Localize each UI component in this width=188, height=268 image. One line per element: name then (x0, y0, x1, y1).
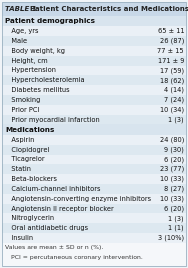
Bar (2, 46, 186, 56)
Text: 77 ± 15: 77 ± 15 (157, 48, 184, 54)
Bar (2, 56, 186, 66)
Text: Body weight, kg: Body weight, kg (5, 48, 65, 54)
Text: 171 ± 9: 171 ± 9 (158, 58, 184, 64)
Bar (2, 145, 186, 155)
Text: Insulin: Insulin (5, 235, 33, 241)
Text: Angiotensin II receptor blocker: Angiotensin II receptor blocker (5, 206, 114, 211)
Text: Prior PCI: Prior PCI (5, 107, 39, 113)
Text: Angiotensin-converting enzyme inhibitors: Angiotensin-converting enzyme inhibitors (5, 196, 151, 202)
Text: Age, yrs: Age, yrs (5, 28, 39, 34)
Bar (2, 204, 186, 213)
Bar (2, 243, 186, 266)
Text: 9 (30): 9 (30) (164, 146, 184, 153)
Text: Calcium-channel inhibitors: Calcium-channel inhibitors (5, 186, 101, 192)
Text: Patient Characteristics and Medications (n = 30): Patient Characteristics and Medications … (25, 6, 188, 12)
Text: Ticagrelor: Ticagrelor (5, 157, 45, 162)
Text: Aspirin: Aspirin (5, 137, 34, 143)
Text: 10 (34): 10 (34) (160, 106, 184, 113)
Bar (2, 164, 186, 174)
Text: 26 (87): 26 (87) (160, 38, 184, 44)
Bar (2, 85, 186, 95)
Text: 4 (14): 4 (14) (164, 87, 184, 93)
Text: 7 (24): 7 (24) (164, 97, 184, 103)
Text: 6 (20): 6 (20) (164, 205, 184, 212)
Bar (2, 75, 186, 85)
Bar (2, 95, 186, 105)
Text: Values are mean ± SD or n (%).: Values are mean ± SD or n (%). (5, 245, 103, 251)
Text: TABLE 1: TABLE 1 (5, 6, 37, 12)
Text: Statin: Statin (5, 166, 31, 172)
Bar (2, 174, 186, 184)
Text: 1 (1): 1 (1) (168, 225, 184, 231)
Text: 10 (33): 10 (33) (160, 176, 184, 182)
Bar (2, 124, 186, 135)
Bar (2, 213, 186, 223)
Bar (2, 115, 186, 124)
Text: Oral antidiabetic drugs: Oral antidiabetic drugs (5, 225, 88, 231)
Text: Patient demographics: Patient demographics (5, 18, 95, 24)
Text: 3 (10%): 3 (10%) (158, 235, 184, 241)
Bar (2, 135, 186, 145)
Bar (2, 2, 186, 16)
Bar (2, 26, 186, 36)
Text: 1 (3): 1 (3) (168, 215, 184, 222)
Text: Male: Male (5, 38, 27, 44)
Text: 18 (62): 18 (62) (160, 77, 184, 84)
Text: Smoking: Smoking (5, 97, 40, 103)
Bar (2, 233, 186, 243)
Text: 8 (27): 8 (27) (164, 186, 184, 192)
Bar (2, 194, 186, 204)
Bar (2, 66, 186, 75)
Text: Diabetes mellitus: Diabetes mellitus (5, 87, 70, 93)
Bar (2, 155, 186, 164)
Text: 23 (77): 23 (77) (160, 166, 184, 173)
Bar (2, 36, 186, 46)
Text: Prior myocardial infarction: Prior myocardial infarction (5, 117, 100, 122)
Text: 10 (33): 10 (33) (160, 195, 184, 202)
Text: 1 (3): 1 (3) (168, 116, 184, 123)
Text: 17 (59): 17 (59) (160, 67, 184, 74)
Bar (2, 184, 186, 194)
Text: Medications: Medications (5, 127, 54, 133)
Bar (2, 105, 186, 115)
Bar (2, 223, 186, 233)
Bar (2, 16, 186, 26)
Text: PCI = percutaneous coronary intervention.: PCI = percutaneous coronary intervention… (5, 255, 143, 260)
Text: 65 ± 11: 65 ± 11 (158, 28, 184, 34)
Text: Clopidogrel: Clopidogrel (5, 147, 49, 152)
Text: Hypercholesterolemia: Hypercholesterolemia (5, 77, 85, 83)
Text: 6 (20): 6 (20) (164, 156, 184, 163)
Text: Nitroglycerin: Nitroglycerin (5, 215, 54, 221)
Text: Hypertension: Hypertension (5, 68, 56, 73)
Text: Height, cm: Height, cm (5, 58, 48, 64)
Text: Beta-blockers: Beta-blockers (5, 176, 57, 182)
Text: 24 (80): 24 (80) (160, 136, 184, 143)
